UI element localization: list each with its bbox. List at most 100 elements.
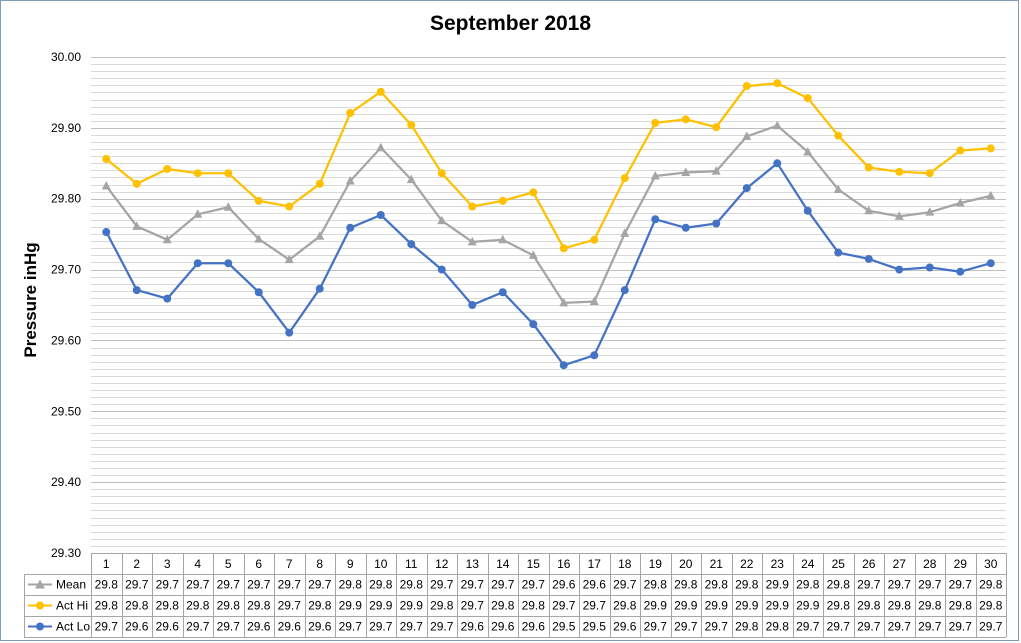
table-cell: 29.8 (827, 599, 851, 613)
table-cell: 29.6 (552, 578, 576, 592)
data-point (193, 169, 202, 178)
table-cell: 29.7 (674, 620, 698, 634)
data-point (925, 263, 934, 272)
x-tick-label: 8 (316, 557, 323, 571)
data-point (315, 284, 324, 293)
data-point (163, 164, 172, 173)
table-cell: 29.7 (247, 578, 271, 592)
table-cell: 29.9 (796, 599, 820, 613)
data-point (376, 87, 385, 96)
data-point (986, 144, 995, 153)
table-cell: 29.8 (125, 599, 149, 613)
table-cell: 29.8 (613, 599, 637, 613)
table-cell: 29.9 (766, 578, 790, 592)
data-point (956, 146, 965, 155)
table-cell: 29.8 (979, 599, 1003, 613)
data-point (590, 351, 599, 360)
table-cell: 29.7 (857, 620, 881, 634)
table-cell: 29.8 (491, 599, 515, 613)
data-point (376, 142, 386, 152)
data-point (528, 250, 538, 259)
table-cell: 29.6 (156, 620, 180, 634)
data-point (406, 174, 416, 184)
data-point (102, 228, 111, 237)
table-cell: 29.7 (522, 578, 546, 592)
data-point (650, 171, 660, 180)
data-point (468, 202, 477, 211)
x-tick-label: 18 (618, 557, 632, 571)
table-cell: 29.8 (857, 599, 881, 613)
data-table: 1 2 3 4 5 6 7 8 9 10 11 12 13 14 15 16 17 18 19 20 21 22 23 24 2… (24, 553, 1007, 638)
x-tick-label: 22 (740, 557, 754, 571)
data-point (437, 265, 446, 274)
table-cell: 29.7 (95, 620, 119, 634)
x-tick-label: 26 (862, 557, 876, 571)
legend-label: Mean (56, 578, 86, 592)
data-point (833, 184, 843, 194)
data-point (864, 254, 873, 263)
data-point (742, 131, 752, 140)
x-tick-label: 14 (496, 557, 510, 571)
table-cell: 29.7 (491, 578, 515, 592)
table-cell: 29.8 (735, 620, 759, 634)
data-point (407, 121, 416, 130)
data-point (345, 176, 355, 185)
data-point (681, 223, 690, 232)
y-tick-label: 30.00 (51, 50, 81, 64)
data-point (132, 179, 141, 188)
table-cell: 29.7 (888, 578, 912, 592)
data-point (101, 180, 111, 190)
table-cell: 29.9 (339, 599, 363, 613)
data-point (529, 188, 538, 197)
data-point (590, 235, 599, 244)
x-tick-label: 16 (557, 557, 571, 571)
table-cell: 29.8 (522, 599, 546, 613)
data-point (284, 254, 294, 264)
data-point (712, 123, 721, 132)
data-point (925, 169, 934, 178)
table-cell: 29.8 (735, 578, 759, 592)
table-cell: 29.8 (95, 599, 119, 613)
data-point (711, 166, 721, 175)
x-tick-label: 4 (194, 557, 201, 571)
data-point (529, 320, 538, 329)
data-point (955, 197, 965, 207)
table-cell: 29.7 (583, 599, 607, 613)
x-tick-label: 24 (801, 557, 815, 571)
table-cell: 29.8 (369, 578, 393, 592)
data-point (498, 234, 508, 244)
table-cell: 29.9 (705, 599, 729, 613)
table-cell: 29.7 (186, 578, 210, 592)
table-cell: 29.7 (461, 599, 485, 613)
data-point (681, 115, 690, 124)
table-cell: 29.9 (735, 599, 759, 613)
table-cell: 29.6 (522, 620, 546, 634)
table-cell: 29.7 (796, 620, 820, 634)
data-point (864, 205, 874, 215)
data-point (285, 328, 294, 337)
data-point (589, 296, 599, 305)
data-point (834, 248, 843, 257)
legend-key-marker (36, 601, 44, 610)
table-cell: 29.7 (979, 620, 1003, 634)
table-cell: 29.7 (644, 620, 668, 634)
data-point (773, 79, 782, 88)
table-cell: 29.8 (705, 578, 729, 592)
data-point (254, 196, 263, 205)
table-cell: 29.8 (766, 620, 790, 634)
data-point (498, 288, 507, 297)
table-cell: 29.7 (125, 578, 149, 592)
legend-label: Act Hi (56, 599, 88, 613)
table-cell: 29.9 (369, 599, 393, 613)
data-point (803, 146, 813, 156)
data-point (834, 131, 843, 140)
gridlines (91, 57, 1006, 554)
table-cell: 29.6 (491, 620, 515, 634)
series-line (105, 124, 992, 305)
x-tick-label: 3 (164, 557, 171, 571)
data-point (895, 265, 904, 274)
table-cell: 29.7 (918, 620, 942, 634)
data-point (468, 301, 477, 309)
table-cell: 29.6 (613, 620, 637, 634)
